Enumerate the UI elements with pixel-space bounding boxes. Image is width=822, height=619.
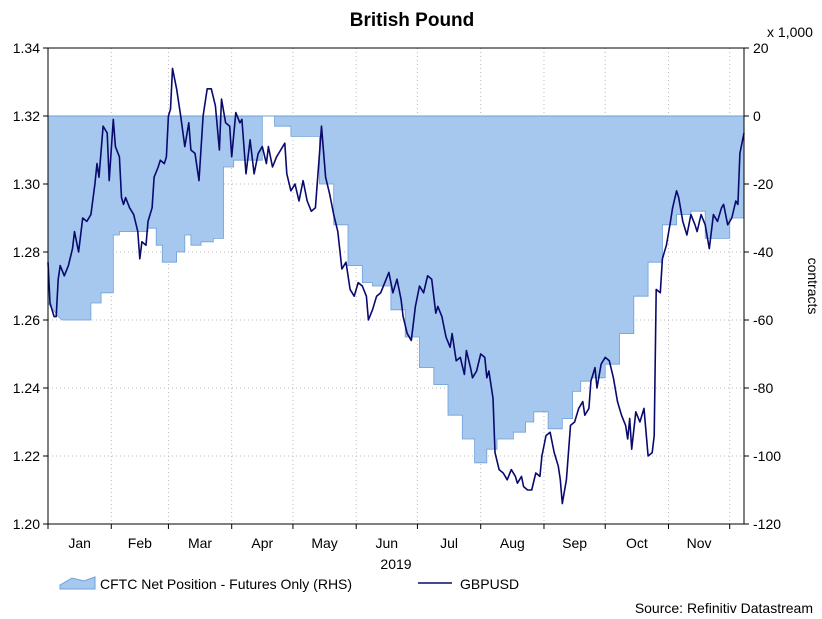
x-tick-label: Feb <box>128 535 152 551</box>
left-tick-label: 1.24 <box>13 380 40 396</box>
right-tick-label: 20 <box>753 40 769 56</box>
gbpusd-line <box>47 67 745 505</box>
right-axis-multiplier: x 1,000 <box>767 24 813 40</box>
legend-area-swatch <box>59 576 96 590</box>
left-tick-label: 1.28 <box>13 244 40 260</box>
chart-title: British Pound <box>350 10 475 31</box>
x-axis: Jan Feb Mar Apr May Jun Jul Aug Sep Oct Nov <box>47 524 731 551</box>
x-tick-label: Oct <box>626 535 648 551</box>
x-tick-label: May <box>311 535 337 551</box>
right-axis: -120 -100 -80 -60 -40 -20 0 20 <box>744 40 781 532</box>
source-note: Source: Refinitiv Datastream <box>635 600 813 616</box>
line-series-layer <box>47 67 745 505</box>
right-tick-label: -20 <box>753 176 773 192</box>
right-axis-title: contracts <box>805 258 821 315</box>
right-tick-label: -80 <box>753 380 773 396</box>
x-tick-label: Nov <box>687 535 712 551</box>
x-tick-label: Mar <box>188 535 212 551</box>
x-axis-year-label: 2019 <box>380 556 411 572</box>
left-tick-label: 1.22 <box>13 448 40 464</box>
left-tick-label: 1.20 <box>13 516 40 532</box>
x-tick-label: Jul <box>440 535 458 551</box>
area-series-layer <box>47 115 744 464</box>
left-tick-label: 1.26 <box>13 312 40 328</box>
x-tick-label: Jan <box>68 535 91 551</box>
legend-line-label: GBPUSD <box>460 576 519 592</box>
left-tick-label: 1.32 <box>13 108 40 124</box>
plot-frame <box>47 47 745 525</box>
cftc-area-edge <box>47 115 744 464</box>
legend: CFTC Net Position - Futures Only (RHS) G… <box>59 576 519 592</box>
x-tick-label: Aug <box>500 535 525 551</box>
cftc-area <box>48 116 744 463</box>
right-tick-label: -40 <box>753 244 773 260</box>
x-tick-label: Sep <box>562 535 587 551</box>
legend-area-label: CFTC Net Position - Futures Only (RHS) <box>100 576 352 592</box>
x-tick-label: Apr <box>251 535 273 551</box>
left-axis: 1.20 1.22 1.24 1.26 1.28 1.30 1.32 1.34 <box>13 40 48 532</box>
right-tick-label: -120 <box>753 516 781 532</box>
left-tick-label: 1.34 <box>13 40 40 56</box>
x-tick-label: Jun <box>376 535 399 551</box>
right-tick-label: 0 <box>753 108 761 124</box>
left-tick-label: 1.30 <box>13 176 40 192</box>
right-tick-label: -60 <box>753 312 773 328</box>
right-tick-label: -100 <box>753 448 781 464</box>
